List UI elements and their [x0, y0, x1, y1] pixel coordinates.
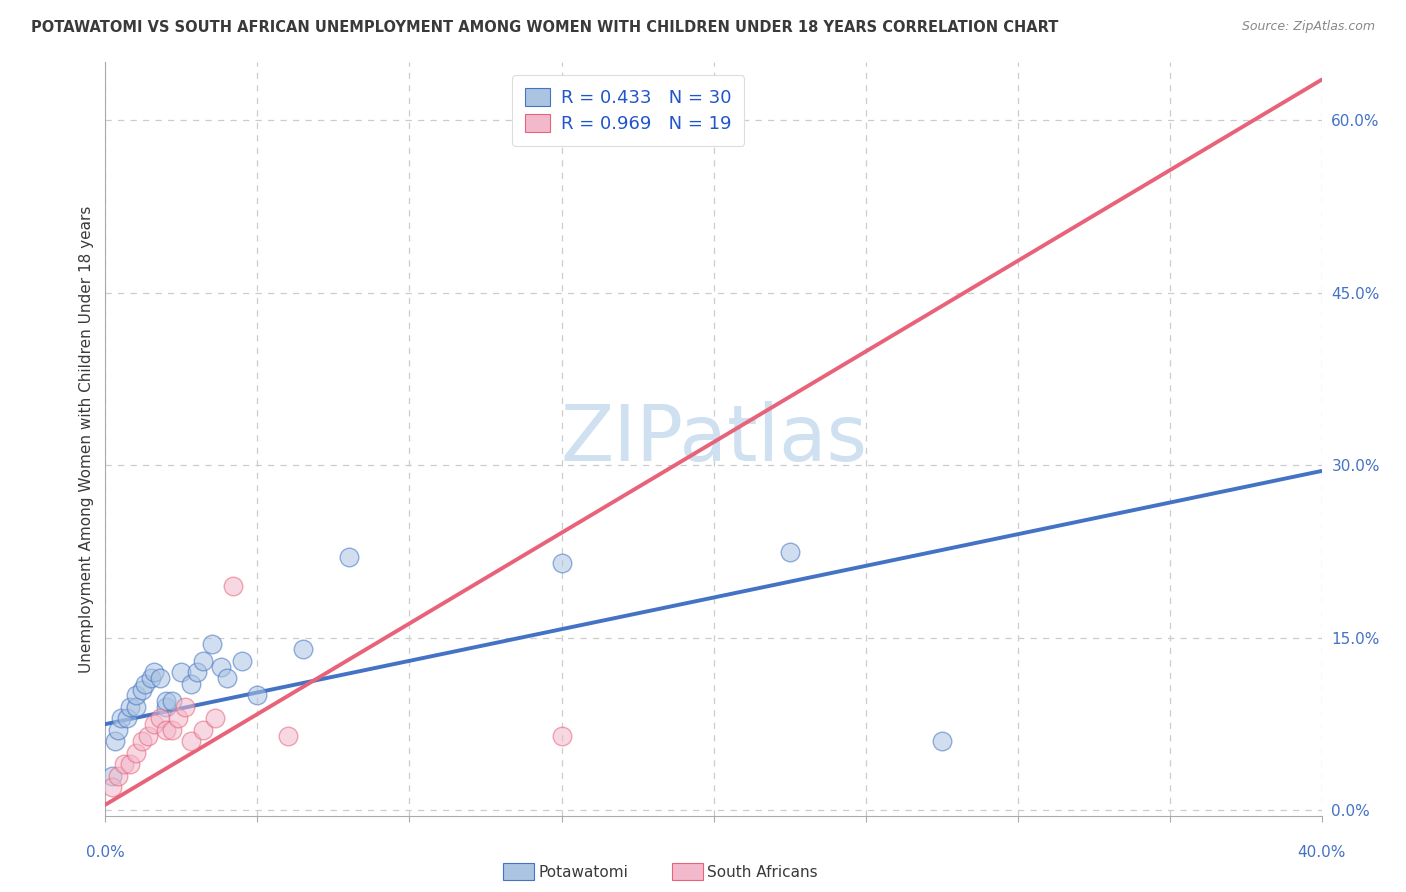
Point — [779, 544, 801, 558]
Point — [155, 723, 177, 737]
Point — [201, 636, 224, 650]
Text: 40.0%: 40.0% — [1298, 845, 1346, 860]
Point — [110, 711, 132, 725]
Point — [231, 654, 253, 668]
Point — [209, 659, 232, 673]
Point — [125, 699, 148, 714]
Point — [162, 723, 184, 737]
Point — [125, 689, 148, 703]
Point — [550, 729, 572, 743]
Point — [131, 734, 153, 748]
Legend: R = 0.433   N = 30, R = 0.969   N = 19: R = 0.433 N = 30, R = 0.969 N = 19 — [512, 75, 744, 145]
Point — [149, 711, 172, 725]
Point — [222, 579, 245, 593]
Text: Source: ZipAtlas.com: Source: ZipAtlas.com — [1241, 20, 1375, 33]
Point — [115, 711, 138, 725]
Point — [167, 711, 190, 725]
Point — [143, 665, 166, 680]
Point — [155, 699, 177, 714]
Y-axis label: Unemployment Among Women with Children Under 18 years: Unemployment Among Women with Children U… — [79, 206, 94, 673]
Text: Potawatomi: Potawatomi — [538, 865, 628, 880]
Point — [277, 729, 299, 743]
Point — [118, 699, 141, 714]
Point — [931, 734, 953, 748]
Point — [107, 769, 129, 783]
Point — [125, 746, 148, 760]
Point — [112, 757, 135, 772]
Point — [143, 717, 166, 731]
Point — [246, 689, 269, 703]
Point — [170, 665, 193, 680]
Point — [100, 769, 122, 783]
Point — [550, 556, 572, 570]
Point — [155, 694, 177, 708]
Point — [134, 677, 156, 691]
Point — [136, 729, 159, 743]
Point — [103, 734, 125, 748]
Point — [180, 677, 202, 691]
Text: POTAWATOMI VS SOUTH AFRICAN UNEMPLOYMENT AMONG WOMEN WITH CHILDREN UNDER 18 YEAR: POTAWATOMI VS SOUTH AFRICAN UNEMPLOYMENT… — [31, 20, 1059, 35]
Point — [180, 734, 202, 748]
Text: ZIPatlas: ZIPatlas — [560, 401, 868, 477]
Point — [191, 723, 214, 737]
Point — [139, 671, 162, 685]
Point — [100, 780, 122, 795]
Point — [118, 757, 141, 772]
Text: 0.0%: 0.0% — [86, 845, 125, 860]
Point — [217, 671, 239, 685]
Point — [131, 682, 153, 697]
Point — [107, 723, 129, 737]
Text: South Africans: South Africans — [707, 865, 818, 880]
Point — [162, 694, 184, 708]
Point — [204, 711, 226, 725]
Point — [337, 550, 360, 565]
Point — [149, 671, 172, 685]
Point — [292, 642, 315, 657]
Point — [186, 665, 208, 680]
Point — [191, 654, 214, 668]
Point — [173, 699, 195, 714]
